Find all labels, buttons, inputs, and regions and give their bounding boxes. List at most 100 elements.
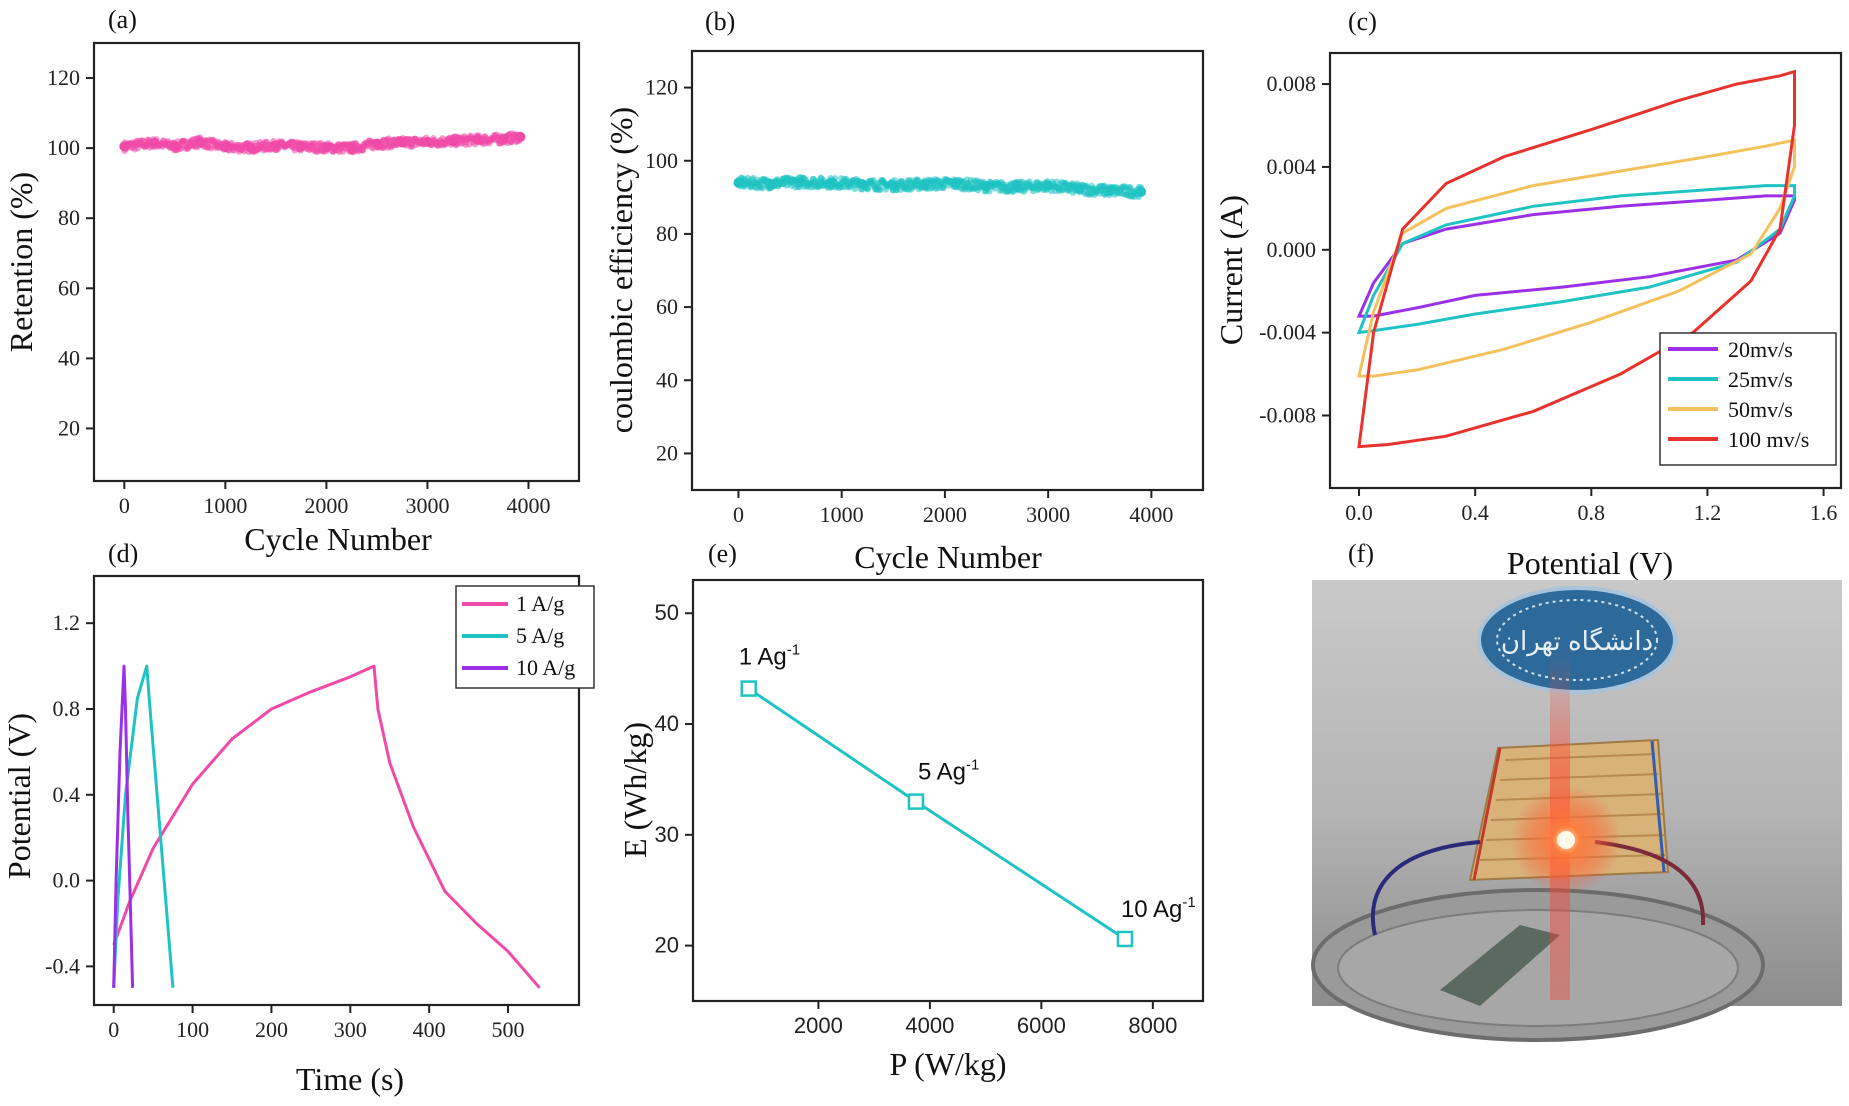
y-axis-label-c: Current (A) (1213, 195, 1249, 345)
ticks-d: 0 100 200 300 400 500 -0.4 0.0 0.4 0.8 1.2 (45, 610, 524, 1042)
point-annotation: 1 Ag-1 (739, 642, 800, 671)
data-point (1136, 186, 1147, 197)
panel-f: (f) دانشگاه تهران (1311, 539, 1842, 1042)
emblem-text: دانشگاه تهران (1501, 626, 1653, 657)
y-tick-label: 80 (58, 205, 80, 230)
series-retention (119, 130, 526, 156)
y-tick-label: 100 (645, 148, 678, 173)
x-tick-label: 400 (413, 1017, 446, 1042)
data-point (195, 136, 206, 147)
series-coulombic-efficiency (733, 174, 1147, 201)
point-annotation: 10 Ag-1 (1121, 894, 1196, 923)
x-tick-label: 1000 (820, 502, 864, 527)
data-point (119, 141, 130, 152)
y-tick-label: 60 (656, 294, 678, 319)
y-tick-label: 120 (645, 75, 678, 100)
y-tick-label: 0.0 (53, 868, 81, 893)
cv-curve-25mv-s (1356, 184, 1796, 335)
gcd-curve-0 (112, 664, 541, 989)
x-axis-label-c: Potential (V) (1507, 545, 1673, 581)
y-tick-label: 40 (58, 345, 80, 370)
led-demo-photo: دانشگاه تهران (1311, 580, 1842, 1042)
y-tick-label: 60 (58, 275, 80, 300)
data-point (296, 141, 307, 152)
y-tick-label: 0.000 (1267, 237, 1317, 262)
y-axis-label-e: E (Wh/kg) (617, 722, 653, 858)
panel-label-c: (c) (1348, 7, 1377, 36)
data-point (270, 140, 281, 151)
y-tick-label: 0.004 (1267, 154, 1317, 179)
x-axis-label-e: P (W/kg) (889, 1046, 1006, 1082)
y-tick-label: 0.4 (53, 782, 81, 807)
data-point (245, 142, 256, 153)
data-point (346, 143, 357, 154)
data-point (169, 141, 180, 152)
y-axis-label-a: Retention (%) (3, 172, 39, 352)
x-tick-label: 1.6 (1810, 500, 1838, 525)
y-tick-label: -0.4 (45, 953, 80, 978)
x-axis-label-b: Cycle Number (854, 539, 1042, 575)
x-axis-label-d: Time (s) (296, 1061, 404, 1097)
y-tick-label: 30 (655, 822, 679, 847)
x-axis-label-a: Cycle Number (244, 521, 432, 557)
data-point (371, 138, 382, 149)
data-point (733, 177, 744, 188)
ragone-series: 1 Ag-1 5 Ag-1 10 Ag-1 (739, 642, 1196, 948)
x-tick-label: 4000 (506, 493, 550, 518)
x-tick-label: 200 (255, 1017, 288, 1042)
y-axis-label-b: coulombic efficiency (%) (603, 107, 639, 433)
ticks-c: 0.0 0.4 0.8 1.2 1.6 -0.008 -0.004 0.000 0.004 0.0… (1259, 71, 1837, 525)
data-point (422, 136, 433, 147)
legend-label: 20mv/s (1728, 337, 1793, 362)
legend-label: 1 A/g (516, 591, 564, 616)
point-annotation: 5 Ag-1 (918, 757, 979, 786)
panel-c: (c) 0.0 0.4 0.8 1.2 1.6 -0.008 -0.004 0.000 0.00… (1213, 7, 1843, 581)
data-point (888, 180, 899, 191)
x-tick-label: 0 (733, 502, 744, 527)
x-tick-label: 0.8 (1578, 500, 1606, 525)
y-tick-label: 40 (655, 711, 679, 736)
led (1557, 831, 1575, 849)
x-tick-label: 4000 (1129, 502, 1173, 527)
data-point (149, 137, 160, 148)
legend-label: 50mv/s (1728, 397, 1793, 422)
ragone-point (740, 680, 757, 697)
cv-curve-50mv-s (1357, 138, 1796, 378)
ticks-b: 0 1000 2000 3000 4000 20 40 60 80 100 120 (645, 75, 1173, 527)
gcd-curve-2 (112, 664, 135, 988)
legend-label: 10 A/g (516, 655, 575, 680)
panel-label-b: (b) (705, 7, 735, 36)
y-axis-label-d: Potential (V) (1, 713, 37, 879)
university-emblem: دانشگاه تهران (1477, 586, 1677, 694)
plot-frame-c (1328, 51, 1843, 490)
panel-a: (a) 0 1000 2000 3000 4000 20 40 60 80 100 120 Cycl… (3, 5, 581, 557)
y-tick-label: 0.8 (53, 696, 81, 721)
band-marker (870, 177, 877, 184)
ragone-point (1116, 930, 1134, 948)
data-point (919, 179, 930, 190)
legend-label: 100 mv/s (1728, 427, 1809, 452)
plot-frame-e (691, 578, 1205, 1003)
y-tick-label: 20 (656, 440, 678, 465)
panel-label-a: (a) (108, 5, 137, 34)
y-tick-label: 80 (656, 221, 678, 246)
petri-dish (1311, 888, 1765, 1042)
x-tick-label: 6000 (1017, 1013, 1066, 1038)
y-tick-label: 120 (47, 65, 80, 90)
x-tick-label: 100 (176, 1017, 209, 1042)
y-tick-label: 100 (47, 135, 80, 160)
y-tick-label: 0.008 (1267, 71, 1317, 96)
x-tick-label: 0.4 (1461, 500, 1489, 525)
plot-frame-b (690, 49, 1205, 492)
ticks-e: 2000 4000 6000 8000 20 30 40 50 (655, 600, 1178, 1038)
data-point (397, 137, 408, 148)
y-tick-label: -0.008 (1259, 403, 1316, 428)
data-point (1012, 182, 1023, 193)
panel-label-d: (d) (108, 539, 138, 568)
y-tick-label: 20 (655, 933, 679, 958)
data-point (472, 134, 483, 145)
x-tick-label: 500 (492, 1017, 525, 1042)
data-point (1105, 185, 1116, 196)
cv-curves (1356, 69, 1796, 449)
